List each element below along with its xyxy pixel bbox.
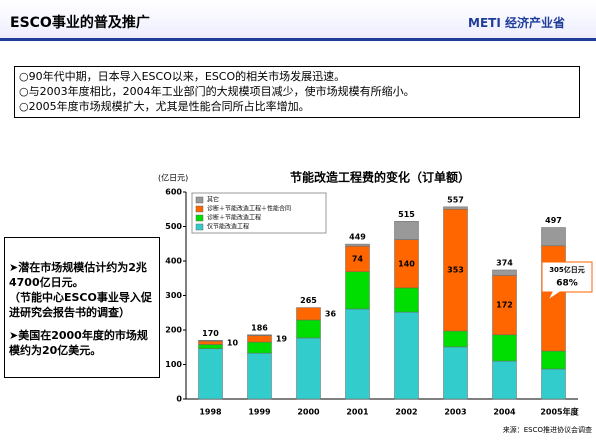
total-label: 515 (398, 210, 415, 219)
total-label: 497 (545, 216, 562, 225)
bar-segment (492, 269, 517, 276)
bar-segment (247, 335, 272, 343)
legend-swatch (195, 205, 204, 213)
value-label: 36 (325, 309, 337, 318)
x-tick-label: 2001 (346, 408, 369, 417)
header-bar (0, 0, 596, 41)
annotation: 68% (556, 279, 578, 289)
x-tick-label: 2004 (493, 408, 516, 417)
legend-swatch (195, 196, 204, 204)
bar-segment (345, 245, 370, 272)
bar-segment (296, 337, 321, 400)
bar-segment (247, 341, 272, 354)
bar-segment (394, 287, 419, 313)
logo: METI 经济产业省 (468, 16, 565, 30)
bar-segment (541, 368, 566, 400)
side-note: ➤美国在2000年度的市场规模约为20亿美元。 (9, 329, 148, 357)
bar-segment (345, 271, 370, 310)
value-label: 353 (447, 266, 464, 275)
x-tick-label: 2002 (395, 408, 417, 417)
bar-segment (198, 340, 223, 345)
header-title: ESCO事业的普及推广 (10, 15, 150, 31)
bar-segment (345, 308, 370, 400)
side-note: ➤潜在市场规模估计约为2兆4700亿日元。 (9, 261, 147, 289)
value-label: 172 (496, 301, 513, 310)
bar-segment (443, 346, 468, 400)
bar-segment (541, 350, 566, 370)
side-box: ➤潜在市场规模估计约为2兆4700亿日元。 （节能中心ESCO事业导入促进研究会… (4, 237, 160, 378)
chart-title: 节能改造工程费的变化（订单额） (290, 170, 470, 185)
value-label: 19 (276, 334, 288, 343)
source: 来源：ESCO推进协议会调查 (503, 425, 592, 434)
callout (541, 261, 593, 302)
y-tick-label: 0 (176, 395, 182, 404)
y-tick-label: 200 (165, 326, 182, 335)
total-label: 265 (300, 296, 317, 305)
legend-label: 仅节能改造工程 (207, 223, 249, 231)
value-label: 74 (352, 254, 364, 263)
bullet: ○2005年度市场规模扩大，尤其是性能合同所占比率增加。 (19, 100, 310, 113)
bar-segment (394, 239, 419, 289)
bar-segment (394, 221, 419, 240)
y-axis-label: (亿日元) (158, 173, 188, 183)
x-tick-label: 2000 (297, 408, 320, 417)
bar-segment (247, 352, 272, 400)
bar-segment (345, 243, 370, 247)
y-tick-label: 600 (165, 188, 182, 197)
bar-segment (198, 344, 223, 349)
bar-segment (443, 209, 468, 332)
total-label: 557 (447, 195, 464, 204)
x-tick-label: 1998 (199, 408, 222, 417)
x-tick-label: 2005年度 (540, 407, 579, 417)
bar-segment (492, 360, 517, 400)
legend-swatch (195, 223, 204, 231)
value-label: 10 (227, 338, 239, 347)
total-label: 170 (202, 329, 219, 338)
total-label: 374 (496, 258, 513, 267)
x-tick-label: 2003 (444, 408, 466, 417)
bar-segment (247, 334, 272, 336)
bar-segment (296, 307, 321, 321)
bar-segment (198, 348, 223, 400)
total-label: 186 (251, 323, 268, 332)
bar-segment (443, 330, 468, 348)
value-label: 140 (398, 259, 415, 268)
bar-segment (198, 340, 223, 342)
bullet-box: ○90年代中期，日本导入ESCO以来，ESCO的相关市场发展迅速。 ○与2003… (14, 66, 580, 118)
x-tick-label: 1999 (248, 408, 271, 417)
total-label: 449 (349, 233, 366, 242)
bar-segment (492, 334, 517, 362)
y-tick-label: 300 (165, 291, 182, 300)
legend-label: 诊断＋节能改造工程 (207, 214, 261, 222)
side-note: （节能中心ESCO事业导入促进研究会报告书的调查） (9, 291, 152, 319)
bar-segment (296, 319, 321, 339)
bullet: ○90年代中期，日本导入ESCO以来，ESCO的相关市场发展迅速。 (19, 70, 346, 83)
legend-label: 其它 (207, 196, 219, 204)
legend-box (191, 192, 327, 234)
bullet: ○与2003年度相比，2004年工业部门的大规模项目减少，使市场规模有所缩小。 (19, 85, 415, 98)
bar-segment (394, 311, 419, 400)
bar-segment (443, 206, 468, 210)
value-label: 305亿日元 (549, 265, 585, 274)
legend-swatch (195, 214, 204, 222)
y-tick-label: 100 (165, 360, 182, 369)
legend-label: 诊断＋节能改造工程＋性能合同 (207, 205, 291, 213)
bar-segment (541, 227, 566, 247)
y-tick-label: 400 (165, 257, 182, 266)
y-tick-label: 500 (165, 222, 182, 231)
